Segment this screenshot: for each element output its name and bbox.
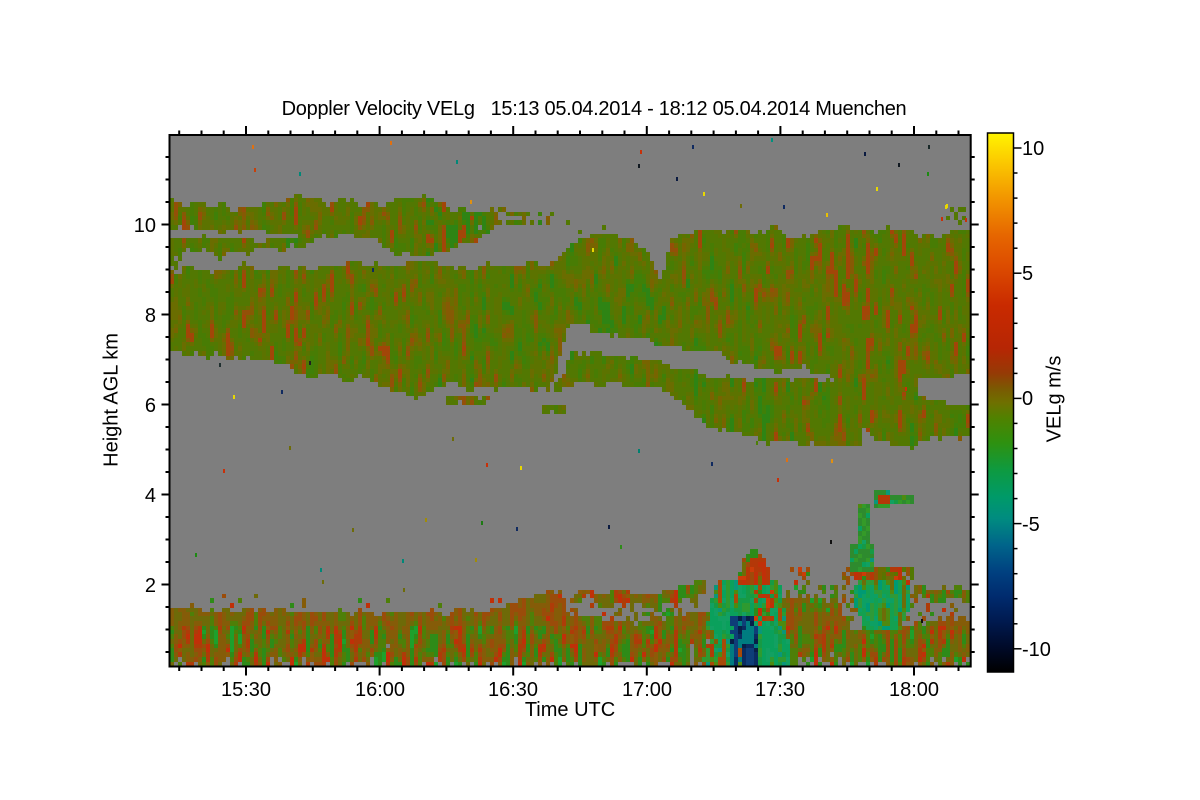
svg-text:0: 0 xyxy=(1022,388,1033,410)
svg-text:2: 2 xyxy=(145,575,156,597)
svg-text:16:30: 16:30 xyxy=(488,679,538,701)
svg-text:10: 10 xyxy=(134,215,156,237)
svg-text:8: 8 xyxy=(145,305,156,327)
svg-text:Time UTC: Time UTC xyxy=(525,699,615,721)
svg-text:Height AGL km: Height AGL km xyxy=(101,333,123,467)
svg-text:-10: -10 xyxy=(1022,639,1051,661)
svg-text:10: 10 xyxy=(1022,138,1044,160)
svg-text:17:00: 17:00 xyxy=(622,679,672,701)
svg-text:15:30: 15:30 xyxy=(221,679,271,701)
svg-text:4: 4 xyxy=(145,485,156,507)
svg-text:Doppler Velocity VELg 15:13: Doppler Velocity VELg 15:13 05.04.2014 -… xyxy=(282,98,907,120)
svg-text:5: 5 xyxy=(1022,263,1033,285)
svg-text:16:00: 16:00 xyxy=(355,679,405,701)
svg-text:17:30: 17:30 xyxy=(755,679,805,701)
svg-text:VELg m/s: VELg m/s xyxy=(1044,356,1066,443)
svg-text:-5: -5 xyxy=(1022,514,1040,536)
svg-text:6: 6 xyxy=(145,395,156,417)
svg-text:18:00: 18:00 xyxy=(889,679,939,701)
